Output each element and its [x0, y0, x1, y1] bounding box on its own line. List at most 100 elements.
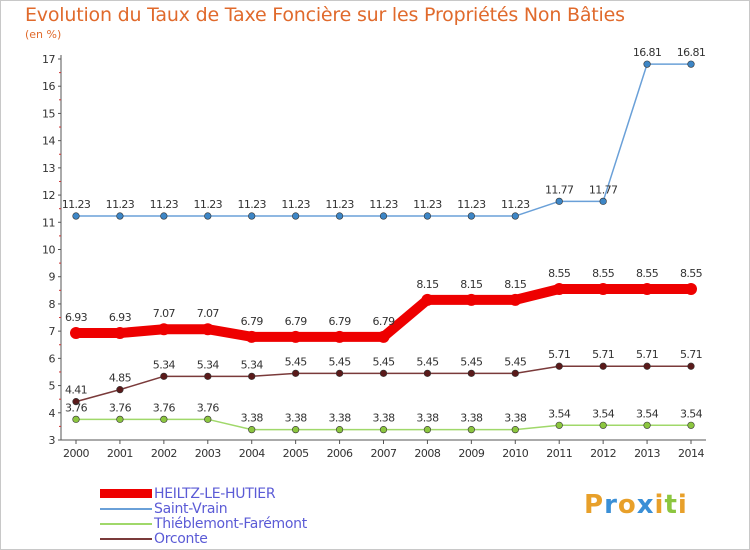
data-label-orconte: 4.41: [65, 384, 87, 397]
data-point-heiltz-le-hutier: [201, 323, 214, 336]
data-point-thi-blemont-far-mont: [687, 421, 695, 429]
data-point-heiltz-le-hutier: [113, 327, 126, 340]
data-label-saint-vrain: 11.23: [62, 198, 91, 211]
data-label-saint-vrain: 11.23: [501, 198, 530, 211]
x-tick-label: 2010: [502, 447, 528, 460]
axes: 3 4 5 6 7 8 9 10 11 12 13 14 15 16 17 2000 2001 2002 2003 2…: [42, 53, 706, 460]
data-point-saint-vrain: [467, 212, 475, 220]
x-tick-label: 2007: [371, 447, 397, 460]
y-tick-label: 17: [42, 53, 55, 66]
data-point-thi-blemont-far-mont: [72, 415, 80, 423]
data-label-thi-blemont-far-mont: 3.54: [548, 407, 571, 420]
data-point-thi-blemont-far-mont: [335, 426, 344, 434]
data-label-orconte: 5.45: [372, 355, 395, 368]
data-label-heiltz-le-hutier: 8.15: [416, 278, 439, 291]
logo-letter: P: [584, 490, 605, 520]
y-tick-label: 3: [49, 434, 56, 447]
x-tick-label: 2011: [546, 447, 572, 460]
data-label-thi-blemont-far-mont: 3.54: [592, 407, 615, 420]
data-point-heiltz-le-hutier: [685, 282, 697, 295]
data-point-saint-vrain: [511, 212, 519, 220]
data-point-saint-vrain: [687, 60, 695, 68]
legend-swatch: [100, 507, 152, 510]
data-point-orconte: [423, 369, 432, 377]
data-label-thi-blemont-far-mont: 3.76: [153, 401, 176, 414]
data-label-saint-vrain: 11.23: [369, 198, 398, 211]
data-point-thi-blemont-far-mont: [379, 426, 388, 434]
data-point-orconte: [687, 362, 695, 370]
data-point-thi-blemont-far-mont: [643, 421, 651, 429]
data-point-heiltz-le-hutier: [553, 282, 566, 295]
data-label-orconte: 5.34: [241, 358, 264, 371]
y-tick-label: 5: [49, 380, 56, 393]
data-point-heiltz-le-hutier: [157, 323, 170, 336]
data-point-thi-blemont-far-mont: [204, 415, 212, 423]
data-label-heiltz-le-hutier: 6.79: [329, 315, 352, 328]
y-axis-unit-label: (en %): [25, 28, 62, 41]
data-label-heiltz-le-hutier: 8.15: [504, 278, 527, 291]
data-label-saint-vrain: 11.23: [281, 198, 310, 211]
x-tick-label: 2002: [151, 447, 177, 460]
x-tick-label: 2001: [107, 447, 133, 460]
data-point-orconte: [116, 386, 124, 394]
data-point-orconte: [204, 372, 212, 380]
data-point-thi-blemont-far-mont: [511, 426, 519, 434]
data-point-orconte: [335, 369, 344, 377]
y-tick-label: 4: [49, 407, 56, 420]
logo-letter: i: [677, 490, 688, 520]
y-tick-label: 15: [42, 107, 55, 120]
data-label-saint-vrain: 11.23: [194, 198, 223, 211]
x-tick-label: 2009: [458, 447, 484, 460]
logo-letter: o: [617, 490, 637, 520]
y-tick-label: 10: [42, 244, 55, 257]
data-point-heiltz-le-hutier: [509, 293, 522, 306]
data-point-saint-vrain: [599, 197, 607, 205]
data-label-orconte: 5.45: [504, 355, 527, 368]
x-tick-label: 2004: [239, 447, 265, 460]
data-point-thi-blemont-far-mont: [423, 426, 432, 434]
legend-label: Thiéblemont-Farémont: [154, 515, 307, 532]
x-tick-label: 2006: [327, 447, 353, 460]
data-point-orconte: [599, 362, 607, 370]
series-markers: [70, 60, 697, 434]
data-point-saint-vrain: [72, 212, 80, 220]
data-label-heiltz-le-hutier: 8.15: [460, 278, 483, 291]
data-labels: 11.23 11.23 11.23 11.23 11.23 11.23 11.23 11.23…: [62, 46, 706, 424]
data-label-heiltz-le-hutier: 6.79: [285, 315, 308, 328]
data-label-saint-vrain: 11.23: [325, 198, 354, 211]
logo-letter: x: [636, 490, 655, 520]
data-label-orconte: 5.34: [197, 358, 220, 371]
data-point-thi-blemont-far-mont: [599, 421, 607, 429]
legend-item-heiltz-le-hutier: HEILTZ-LE-HUTIER: [100, 486, 276, 502]
x-tick-label: 2013: [634, 447, 660, 460]
y-tick-label: 13: [42, 162, 55, 175]
data-point-heiltz-le-hutier: [377, 330, 390, 343]
data-label-saint-vrain: 16.81: [677, 46, 706, 59]
data-label-orconte: 5.45: [460, 355, 483, 368]
y-tick-label: 12: [42, 189, 55, 202]
data-label-heiltz-le-hutier: 8.55: [636, 267, 659, 280]
data-label-heiltz-le-hutier: 8.55: [548, 267, 571, 280]
y-tick-label: 16: [42, 80, 55, 93]
data-label-thi-blemont-far-mont: 3.38: [460, 412, 483, 425]
chart-title: Evolution du Taux de Taxe Foncière sur l…: [25, 4, 625, 26]
data-label-thi-blemont-far-mont: 3.76: [109, 401, 132, 414]
data-point-thi-blemont-far-mont: [248, 426, 256, 434]
data-label-saint-vrain: 11.23: [106, 198, 135, 211]
y-tick-label: 7: [49, 325, 56, 338]
data-point-heiltz-le-hutier: [641, 282, 654, 295]
data-label-orconte: 5.71: [636, 348, 658, 361]
data-label-orconte: 5.71: [592, 348, 614, 361]
data-label-thi-blemont-far-mont: 3.38: [416, 412, 439, 425]
data-label-saint-vrain: 11.77: [545, 183, 574, 196]
data-point-orconte: [379, 369, 388, 377]
data-point-thi-blemont-far-mont: [116, 415, 124, 423]
data-point-saint-vrain: [116, 212, 124, 220]
x-tick-label: 2014: [678, 447, 704, 460]
data-point-saint-vrain: [335, 212, 344, 220]
data-label-heiltz-le-hutier: 7.07: [197, 307, 220, 320]
data-label-heiltz-le-hutier: 6.79: [372, 315, 395, 328]
data-label-saint-vrain: 11.77: [589, 183, 618, 196]
